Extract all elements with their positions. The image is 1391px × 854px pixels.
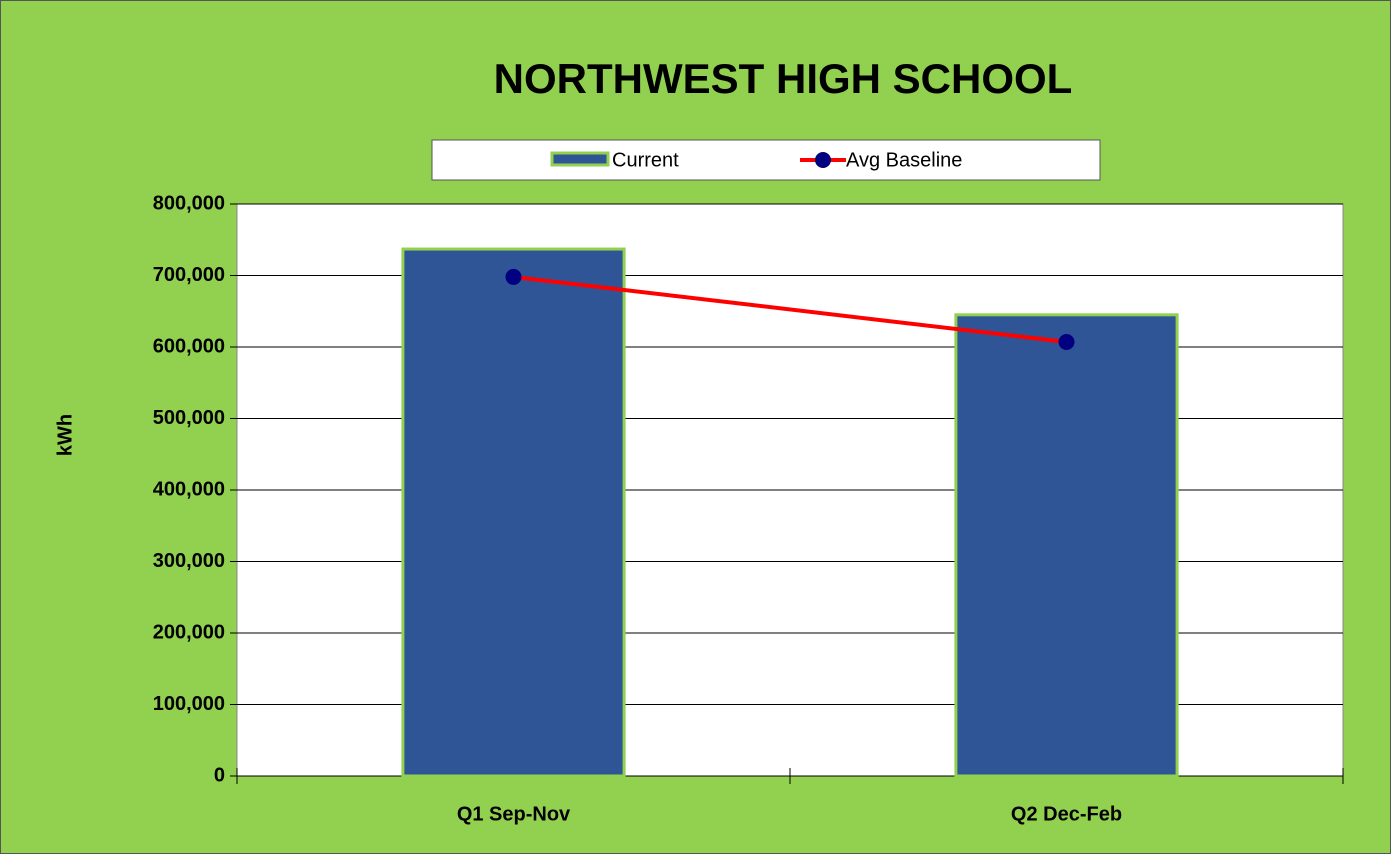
legend-label: Current [612,149,679,171]
y-tick-label: 300,000 [153,550,225,572]
y-tick-label: 200,000 [153,621,225,643]
legend [431,139,1101,181]
y-tick-label: 0 [214,764,225,786]
y-tick-label: 700,000 [153,264,225,286]
marker [505,268,522,285]
bar [401,247,626,778]
chart-title: NORTHWEST HIGH SCHOOL [494,55,1073,102]
legend-marker [815,152,831,168]
legend-swatch [550,151,610,167]
marker [1058,333,1075,350]
y-tick-label: 400,000 [153,478,225,500]
x-tick-label: Q2 Dec-Feb [1011,803,1122,825]
line [513,274,1067,344]
legend-label: Avg Baseline [846,149,962,171]
y-tick-label: 100,000 [153,693,225,715]
y-tick-label: 800,000 [153,192,225,214]
y-tick-label: 500,000 [153,407,225,429]
bar [954,313,1179,778]
x-tick-label: Q1 Sep-Nov [457,803,571,825]
y-axis-label: kWh [54,414,76,456]
y-tick-label: 600,000 [153,335,225,357]
